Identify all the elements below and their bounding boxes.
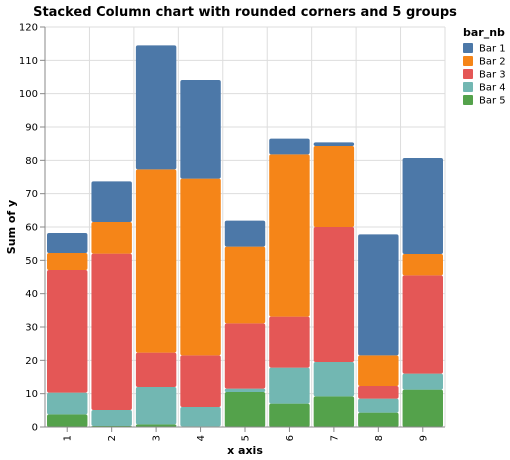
legend-label: Bar 5 <box>479 96 506 107</box>
x-tick-label: 1 <box>63 435 74 441</box>
legend-swatch <box>463 69 473 79</box>
legend-label: Bar 1 <box>479 44 506 55</box>
legend: bar_nb Bar 1 Bar 2 Bar 3 Bar 4 Bar 5 <box>463 26 506 107</box>
bar-segment-bar-3-x6[interactable]: Bar 3: 15.3 <box>269 316 310 368</box>
legend-label: Bar 4 <box>479 83 506 94</box>
y-tick-label: 80 <box>25 156 38 167</box>
x-tick-label: 5 <box>241 435 252 441</box>
bar-segment-bar-1-x3[interactable]: Bar 1: 37.2 <box>135 45 177 170</box>
bar-segment-bar-1-x5[interactable]: Bar 1: 7.8 <box>224 220 266 247</box>
bar-segment-bar-2-x9[interactable]: Bar 2: 6.4 <box>402 254 443 276</box>
x-tick-label: 6 <box>285 435 296 441</box>
bar-segment-bar-3-x7[interactable]: Bar 3: 40.5 <box>313 227 355 362</box>
bar-segment-bar-3-x4[interactable]: Bar 3: 15.5 <box>180 355 221 407</box>
legend-swatch <box>463 82 473 92</box>
legend-item-bar-1[interactable]: Bar 1 <box>463 43 506 55</box>
bar-segment-bar-1-x9[interactable]: Bar 1: 28.8 <box>402 158 443 254</box>
bar-segment-bar-4-x7[interactable]: Bar 4: 10.3 <box>313 362 355 397</box>
chart-title: Stacked Column chart with rounded corner… <box>33 5 457 20</box>
bar-segment-bar-2-x1[interactable]: Bar 2: 5.1 <box>47 253 88 270</box>
x-tick-label: 7 <box>329 435 340 441</box>
bar-segment-bar-4-x1[interactable]: Bar 4: 6.5 <box>47 392 88 415</box>
legend-swatch <box>463 95 473 105</box>
y-tick-label: 0 <box>32 423 38 434</box>
legend-label: Bar 3 <box>479 70 506 81</box>
bar-segment-bar-3-x5[interactable]: Bar 3: 19.6 <box>224 323 266 389</box>
bar-segment-bar-5-x8[interactable]: Bar 5: 4.3 <box>358 412 399 427</box>
bar-segment-bar-1-x8[interactable]: Bar 1: 36.3 <box>358 234 399 356</box>
y-tick-label: 90 <box>25 123 38 134</box>
bar-segment-bar-2-x6[interactable]: Bar 2: 48.7 <box>269 154 310 317</box>
legend-item-bar-2[interactable]: Bar 2 <box>463 56 506 68</box>
bar-segment-bar-1-x7[interactable]: Bar 1: 1.1 <box>313 142 355 146</box>
x-tick-label: 9 <box>418 435 429 441</box>
x-axis-title: x axis <box>227 444 263 457</box>
y-tick-label: 120 <box>19 23 38 34</box>
x-tick-label: 4 <box>196 435 207 441</box>
y-tick-label: 50 <box>25 256 38 267</box>
y-axis-title: Sum of y <box>5 200 18 254</box>
bar-segment-bar-2-x7[interactable]: Bar 2: 24.3 <box>313 146 355 227</box>
bar-segment-bar-3-x8[interactable]: Bar 3: 3.8 <box>358 386 399 399</box>
bar-segment-bar-3-x9[interactable]: Bar 3: 29.5 <box>402 275 443 374</box>
bar-segment-bar-1-x4[interactable]: Bar 1: 29.6 <box>180 80 221 179</box>
y-tick-label: 70 <box>25 189 38 200</box>
bar-segment-bar-4-x5[interactable]: Bar 4: 1 <box>224 388 266 392</box>
bar-segment-bar-4-x6[interactable]: Bar 4: 10.8 <box>269 367 310 404</box>
bar-segment-bar-5-x3[interactable]: Bar 5: 0.8 <box>135 424 177 427</box>
y-tick-label: 60 <box>25 223 38 234</box>
legend-item-bar-3[interactable]: Bar 3 <box>463 69 506 81</box>
bar-segment-bar-5-x6[interactable]: Bar 5: 7 <box>269 403 310 427</box>
legend-title: bar_nb <box>463 26 505 39</box>
legend-item-bar-5[interactable]: Bar 5 <box>463 95 506 107</box>
bar-segment-bar-1-x6[interactable]: Bar 1: 4.7 <box>269 138 310 155</box>
bar-segment-bar-2-x5[interactable]: Bar 2: 23 <box>224 246 266 324</box>
legend-swatch <box>463 43 473 53</box>
axes: 0 10 20 30 40 50 60 70 80 90 100 110 120 1 2 3 4 5 6 7 8 9 <box>19 23 445 441</box>
bar-segment-bar-2-x2[interactable]: Bar 2: 9.5 <box>91 222 132 254</box>
bar-segment-bar-4-x4[interactable]: Bar 4: 5.8 <box>180 407 221 427</box>
bar-segment-bar-4-x8[interactable]: Bar 4: 4.2 <box>358 398 399 413</box>
legend-label: Bar 2 <box>479 57 506 68</box>
bar-segment-bar-4-x9[interactable]: Bar 4: 4.8 <box>402 373 443 390</box>
x-tick-label: 8 <box>374 435 385 441</box>
bar-segment-bar-2-x3[interactable]: Bar 2: 55 <box>135 169 177 353</box>
legend-item-bar-4[interactable]: Bar 4 <box>463 82 506 94</box>
y-tick-label: 10 <box>25 389 38 400</box>
bar-segment-bar-5-x1[interactable]: Bar 5: 3.8 <box>47 414 88 427</box>
bar-segment-bar-3-x1[interactable]: Bar 3: 36.8 <box>47 270 88 393</box>
bar-segment-bar-2-x8[interactable]: Bar 2: 9.2 <box>358 355 399 386</box>
y-tick-label: 30 <box>25 323 38 334</box>
y-tick-label: 100 <box>19 89 38 100</box>
y-tick-label: 20 <box>25 356 38 367</box>
y-tick-label: 110 <box>19 56 38 67</box>
x-tick-label: 2 <box>107 435 118 441</box>
bar-segment-bar-1-x1[interactable]: Bar 1: 6 <box>47 233 88 253</box>
y-tick-label: 40 <box>25 289 38 300</box>
bar-segment-bar-4-x2[interactable]: Bar 4: 4.8 <box>91 410 132 426</box>
legend-swatch <box>463 56 473 66</box>
bar-segment-bar-5-x5[interactable]: Bar 5: 10.5 <box>224 392 266 427</box>
bar-segment-bar-5-x9[interactable]: Bar 5: 11.2 <box>402 389 443 427</box>
bars: Bar 5: 3.8Bar 4: 6.5Bar 3: 36.8Bar 2: 5.… <box>47 45 443 427</box>
bar-segment-bar-1-x2[interactable]: Bar 1: 12.2 <box>91 181 132 222</box>
bar-segment-bar-5-x7[interactable]: Bar 5: 9.2 <box>313 396 355 427</box>
bar-segment-bar-3-x2[interactable]: Bar 3: 46.9 <box>91 253 132 410</box>
x-tick-label: 3 <box>152 435 163 441</box>
bar-segment-bar-2-x4[interactable]: Bar 2: 53 <box>180 178 221 356</box>
bar-segment-bar-4-x3[interactable]: Bar 4: 11.2 <box>135 387 177 425</box>
bar-segment-bar-3-x3[interactable]: Bar 3: 10.3 <box>135 352 177 387</box>
